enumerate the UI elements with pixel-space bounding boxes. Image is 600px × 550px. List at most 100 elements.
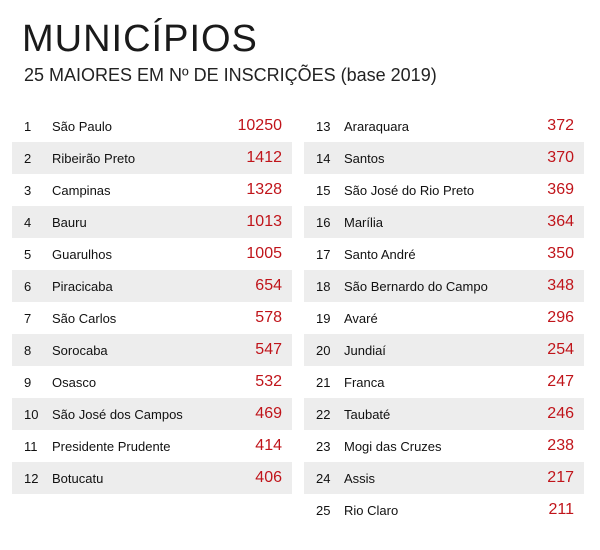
table-row: 15 São José do Rio Preto 369: [304, 174, 584, 206]
table-row: 16 Marília 364: [304, 206, 584, 238]
row-city-name: Guarulhos: [52, 246, 112, 262]
table-row: 22 Taubaté 246: [304, 398, 584, 430]
row-enrollment-count: 1328: [246, 181, 282, 198]
row-enrollment-count: 547: [255, 341, 282, 358]
table-row: 9 Osasco 532: [12, 366, 292, 398]
table-row: 18 São Bernardo do Campo 348: [304, 270, 584, 302]
row-city-name: Sorocaba: [52, 342, 108, 358]
table-row: 25 Rio Claro 211: [304, 494, 584, 526]
row-enrollment-count: 247: [547, 373, 574, 390]
row-enrollment-count: 1412: [246, 149, 282, 166]
row-city-name: Mogi das Cruzes: [344, 438, 442, 454]
row-enrollment-count: 369: [547, 181, 574, 198]
table-row: 1 São Paulo 10250: [12, 110, 292, 142]
row-enrollment-count: 350: [547, 245, 574, 262]
row-rank: 2: [24, 150, 32, 166]
row-enrollment-count: 414: [255, 437, 282, 454]
row-city-name: Santos: [344, 150, 385, 166]
table-row: 13 Araraquara 372: [304, 110, 584, 142]
table-row: 23 Mogi das Cruzes 238: [304, 430, 584, 462]
row-rank: 13: [316, 118, 331, 134]
row-city-name: Campinas: [52, 182, 111, 198]
row-city-name: São José do Rio Preto: [344, 182, 475, 198]
row-rank: 16: [316, 214, 331, 230]
row-enrollment-count: 348: [547, 277, 574, 294]
row-rank: 10: [24, 406, 39, 422]
row-city-name: Rio Claro: [344, 502, 399, 518]
row-rank: 21: [316, 374, 331, 390]
row-rank: 23: [316, 438, 331, 454]
row-city-name: Jundiaí: [344, 342, 386, 358]
row-rank: 14: [316, 150, 331, 166]
row-rank: 15: [316, 182, 331, 198]
row-city-name: Bauru: [52, 214, 87, 230]
row-rank: 19: [316, 310, 331, 326]
row-rank: 3: [24, 182, 32, 198]
row-rank: 8: [24, 342, 32, 358]
row-rank: 1: [24, 118, 32, 134]
table-row: 4 Bauru 1013: [12, 206, 292, 238]
row-rank: 24: [316, 470, 331, 486]
row-enrollment-count: 254: [547, 341, 574, 358]
table-row: 11 Presidente Prudente 414: [12, 430, 292, 462]
row-rank: 18: [316, 278, 331, 294]
row-rank: 4: [24, 214, 32, 230]
table-row: 17 Santo André 350: [304, 238, 584, 270]
row-rank: 5: [24, 246, 32, 262]
table-row: 2 Ribeirão Preto 1412: [12, 142, 292, 174]
row-city-name: Botucatu: [52, 470, 104, 486]
row-enrollment-count: 1005: [246, 245, 282, 262]
row-enrollment-count: 578: [255, 309, 282, 326]
row-city-name: Osasco: [52, 374, 97, 390]
row-enrollment-count: 370: [547, 149, 574, 166]
row-enrollment-count: 296: [547, 309, 574, 326]
row-enrollment-count: 238: [547, 437, 574, 454]
row-city-name: Franca: [344, 374, 385, 390]
row-rank: 17: [316, 246, 331, 262]
row-city-name: Taubaté: [344, 406, 391, 422]
row-rank: 9: [24, 374, 32, 390]
table-row: 19 Avaré 296: [304, 302, 584, 334]
row-enrollment-count: 469: [255, 405, 282, 422]
table-row: 7 São Carlos 578: [12, 302, 292, 334]
row-enrollment-count: 10250: [237, 117, 283, 134]
row-rank: 22: [316, 406, 331, 422]
table-row: 21 Franca 247: [304, 366, 584, 398]
row-city-name: São José dos Campos: [52, 406, 183, 422]
table-row: 3 Campinas 1328: [12, 174, 292, 206]
row-city-name: Presidente Prudente: [52, 438, 171, 454]
row-enrollment-count: 532: [255, 373, 282, 390]
row-enrollment-count: 406: [255, 469, 282, 486]
page-title: MUNICÍPIOS: [22, 18, 258, 60]
row-enrollment-count: 654: [255, 277, 282, 294]
row-city-name: Araraquara: [344, 118, 410, 134]
row-enrollment-count: 372: [547, 117, 574, 134]
table-row: 14 Santos 370: [304, 142, 584, 174]
row-enrollment-count: 1013: [246, 213, 282, 230]
row-enrollment-count: 217: [547, 469, 574, 486]
table-row: 10 São José dos Campos 469: [12, 398, 292, 430]
table-row: 24 Assis 217: [304, 462, 584, 494]
row-city-name: Avaré: [344, 310, 378, 326]
row-city-name: São Bernardo do Campo: [344, 278, 488, 294]
row-city-name: Piracicaba: [52, 278, 113, 294]
table-row: 5 Guarulhos 1005: [12, 238, 292, 270]
row-enrollment-count: 246: [547, 405, 574, 422]
row-enrollment-count: 211: [548, 501, 574, 518]
row-rank: 12: [24, 470, 39, 486]
table-row: 20 Jundiaí 254: [304, 334, 584, 366]
row-city-name: Assis: [344, 470, 376, 486]
row-city-name: Ribeirão Preto: [52, 150, 136, 166]
ranking-column-left: 1 São Paulo 10250 2 Ribeirão Preto 1412 3 Campi…: [12, 110, 292, 494]
table-row: 8 Sorocaba 547: [12, 334, 292, 366]
table-row: 6 Piracicaba 654: [12, 270, 292, 302]
table-row: 12 Botucatu 406: [12, 462, 292, 494]
row-rank: 6: [24, 278, 32, 294]
row-rank: 7: [24, 310, 32, 326]
row-city-name: São Carlos: [52, 310, 117, 326]
page-subtitle: 25 MAIORES EM Nº DE INSCRIÇÕES (base 201…: [24, 65, 437, 85]
row-city-name: Marília: [344, 214, 384, 230]
row-city-name: Santo André: [344, 246, 416, 262]
ranking-column-right: 13 Araraquara 372 14 Santos 370 15 São José do …: [304, 110, 584, 526]
row-city-name: São Paulo: [52, 118, 112, 134]
